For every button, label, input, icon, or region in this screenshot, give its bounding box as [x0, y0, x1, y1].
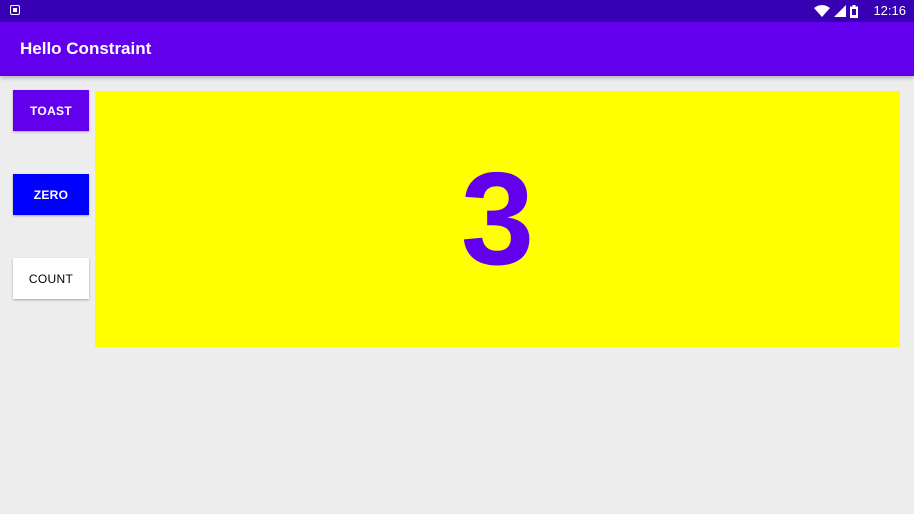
- wifi-icon: [814, 5, 830, 17]
- signal-icon: [834, 5, 846, 17]
- zero-button[interactable]: ZERO: [13, 174, 89, 215]
- count-value: 3: [460, 145, 535, 292]
- app-title: Hello Constraint: [20, 39, 152, 58]
- status-bar: 12:16: [0, 0, 914, 22]
- toast-button[interactable]: TOAST: [13, 90, 89, 131]
- status-icons: [814, 4, 858, 18]
- app-bar: Hello Constraint: [0, 22, 914, 76]
- count-panel: 3: [95, 91, 900, 347]
- battery-icon: [850, 4, 858, 18]
- notification-icon: [10, 5, 20, 15]
- count-button[interactable]: COUNT: [13, 258, 89, 299]
- status-time: 12:16: [873, 3, 906, 18]
